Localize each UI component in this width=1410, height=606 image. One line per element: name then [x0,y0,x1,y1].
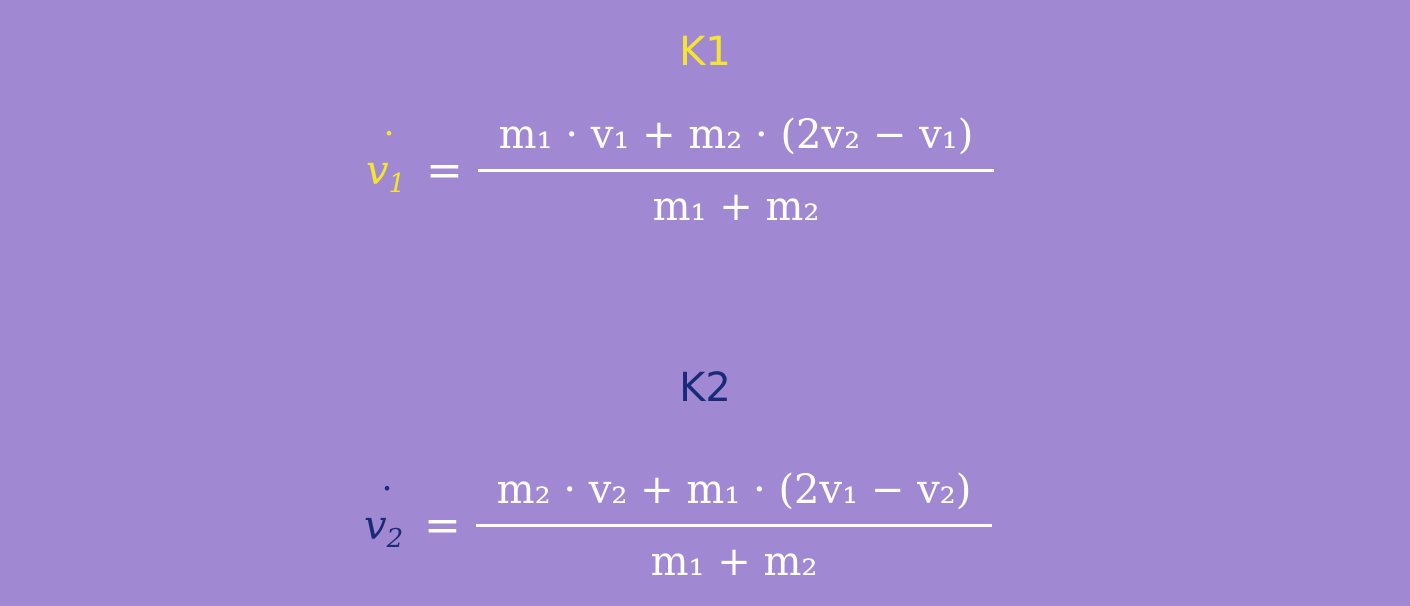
k1-lhs-variable: v [366,148,389,194]
k2-fraction-bar [476,524,992,527]
k2-dot-mark: ˙ [377,481,397,527]
k2-lhs: ˙ v2 [364,481,404,556]
k2-lhs-subscript: 2 [386,524,404,554]
k1-equation: ˙ v1 = m₁ · v₁ + m₂ · (2v₂ − v₁) m₁ + m₂ [366,105,1006,235]
k2-heading: K2 [679,365,731,411]
k2-equals-sign: = [424,500,461,551]
k2-numerator: m₂ · v₂ + m₁ · (2v₁ − v₂) [496,467,972,513]
k2-denominator: m₁ + m₂ [650,539,818,585]
k1-dot-mark: ˙ [379,126,399,172]
k2-equation: ˙ v2 = m₂ · v₂ + m₁ · (2v₁ − v₂) m₁ + m₂ [364,460,1004,590]
k1-denominator: m₁ + m₂ [652,184,820,230]
k1-heading: K1 [679,29,731,75]
k1-lhs-subscript: 1 [388,169,406,199]
k1-lhs: ˙ v1 [366,126,406,201]
k1-numerator: m₁ · v₁ + m₂ · (2v₂ − v₁) [498,112,974,158]
k2-lhs-variable: v [364,503,387,549]
k2-fraction: m₂ · v₂ + m₁ · (2v₁ − v₂) m₁ + m₂ [476,460,992,590]
k1-equals-sign: = [426,145,463,196]
k1-fraction-bar [478,169,994,172]
k1-fraction: m₁ · v₁ + m₂ · (2v₂ − v₁) m₁ + m₂ [478,105,994,235]
